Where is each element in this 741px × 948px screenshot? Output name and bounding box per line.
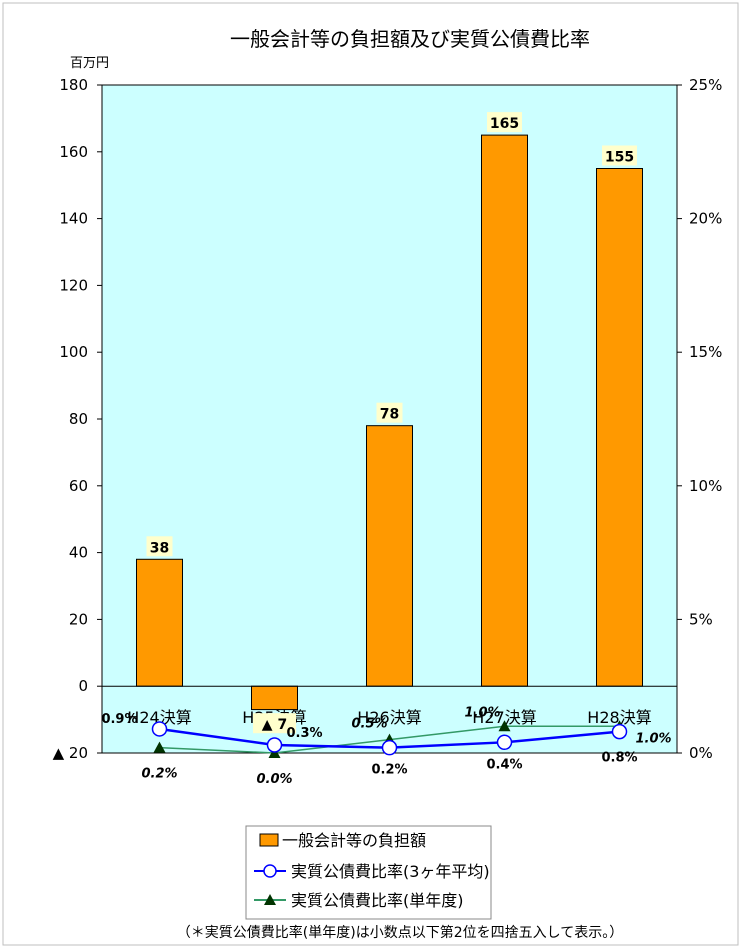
- single-year-label: 0.2%: [141, 767, 177, 782]
- avg-label: 0.2%: [371, 763, 407, 778]
- legend-line-year-label: 実質公債費比率(単年度): [291, 891, 464, 910]
- legend-box: [245, 825, 492, 920]
- footnote: （＊実質公債費比率(単年度)は小数点以下第2位を四捨五入して表示。）: [177, 924, 623, 941]
- bar-label: 165: [490, 116, 519, 132]
- bar-label: 155: [605, 150, 634, 166]
- legend-bar-label: 一般会計等の負担額: [282, 831, 426, 850]
- data-labels: 38 ▲ 7 78 165 155 0.9% 0.3% 0.2% 0.4% 0.8% 0.2% 0.0…: [101, 112, 672, 787]
- bar-label-bg: [146, 536, 173, 557]
- y2-axis-ticks: 0% 5% 10% 15% 20% 25%: [677, 76, 722, 762]
- y-tick-label: 40: [69, 544, 88, 562]
- y-tick-label: 80: [69, 410, 88, 428]
- bar: [366, 425, 413, 687]
- y2-tick-label: 20%: [689, 210, 722, 228]
- y-tick-label: 120: [59, 276, 88, 294]
- single-year-label: 1.0%: [636, 731, 672, 746]
- line-series: [151, 720, 628, 758]
- y2-tick-label: 10%: [689, 477, 722, 495]
- legend-line-avg-marker: [263, 864, 277, 878]
- single-year-label: 0.5%: [351, 717, 387, 732]
- category-label: H28決算: [587, 708, 651, 727]
- legend-bar-swatch: [259, 833, 279, 847]
- bar: [251, 685, 298, 711]
- y-axis-label: 百万円: [70, 56, 109, 71]
- avg-label: 0.4%: [486, 757, 522, 772]
- single-year-marker: [498, 720, 511, 732]
- y-tick-label: 0: [78, 677, 88, 695]
- y-tick-label: 20: [69, 610, 88, 628]
- bar-series: [136, 134, 643, 711]
- y-tick-label: 100: [59, 343, 88, 361]
- category-label: H24決算: [127, 708, 191, 727]
- single-year-label: 0.0%: [256, 772, 292, 787]
- category-label: H27決算: [472, 708, 536, 727]
- y-tick-label: 60: [69, 477, 88, 495]
- bar: [596, 168, 643, 687]
- bar: [136, 558, 183, 687]
- legend-line-avg-label: 実質公債費比率(3ヶ年平均): [291, 862, 490, 881]
- y-axis-ticks: ▲ 20 0 20 40 60 80 100 120 140 160 180: [53, 76, 102, 762]
- avg-label: 0.3%: [287, 726, 323, 741]
- avg-marker: [611, 723, 628, 740]
- chart-title: 一般会計等の負担額及び実質公債費比率: [230, 27, 590, 51]
- avg-label: 0.8%: [601, 751, 637, 766]
- bar-label-bg: [487, 112, 522, 133]
- single-year-label: 1.0%: [464, 705, 500, 720]
- y2-tick-label: 0%: [689, 744, 713, 762]
- bar-label: 38: [150, 540, 169, 556]
- bar-label-bg: [253, 713, 296, 734]
- y-tick-label: ▲ 20: [53, 744, 88, 762]
- avg-marker: [151, 721, 168, 737]
- legend-line-year-marker: [264, 894, 276, 905]
- y2-tick-label: 15%: [689, 343, 722, 361]
- y2-tick-label: 25%: [689, 76, 722, 94]
- category-label: H26決算: [357, 708, 421, 727]
- bar-label: ▲ 7: [262, 717, 287, 733]
- avg-marker: [496, 734, 513, 751]
- y2-tick-label: 5%: [689, 610, 713, 628]
- y-tick-label: 160: [59, 143, 88, 161]
- avg-marker: [266, 737, 283, 753]
- bar-label: 78: [380, 407, 399, 423]
- bar-label-bg: [602, 145, 637, 166]
- y-tick-label: 180: [59, 76, 88, 94]
- avg-marker: [381, 739, 398, 756]
- bar: [481, 134, 528, 687]
- bar-label-bg: [376, 402, 403, 423]
- single-year-marker: [153, 741, 166, 753]
- avg-label: 0.9%: [101, 712, 137, 727]
- y-tick-label: 140: [59, 210, 88, 228]
